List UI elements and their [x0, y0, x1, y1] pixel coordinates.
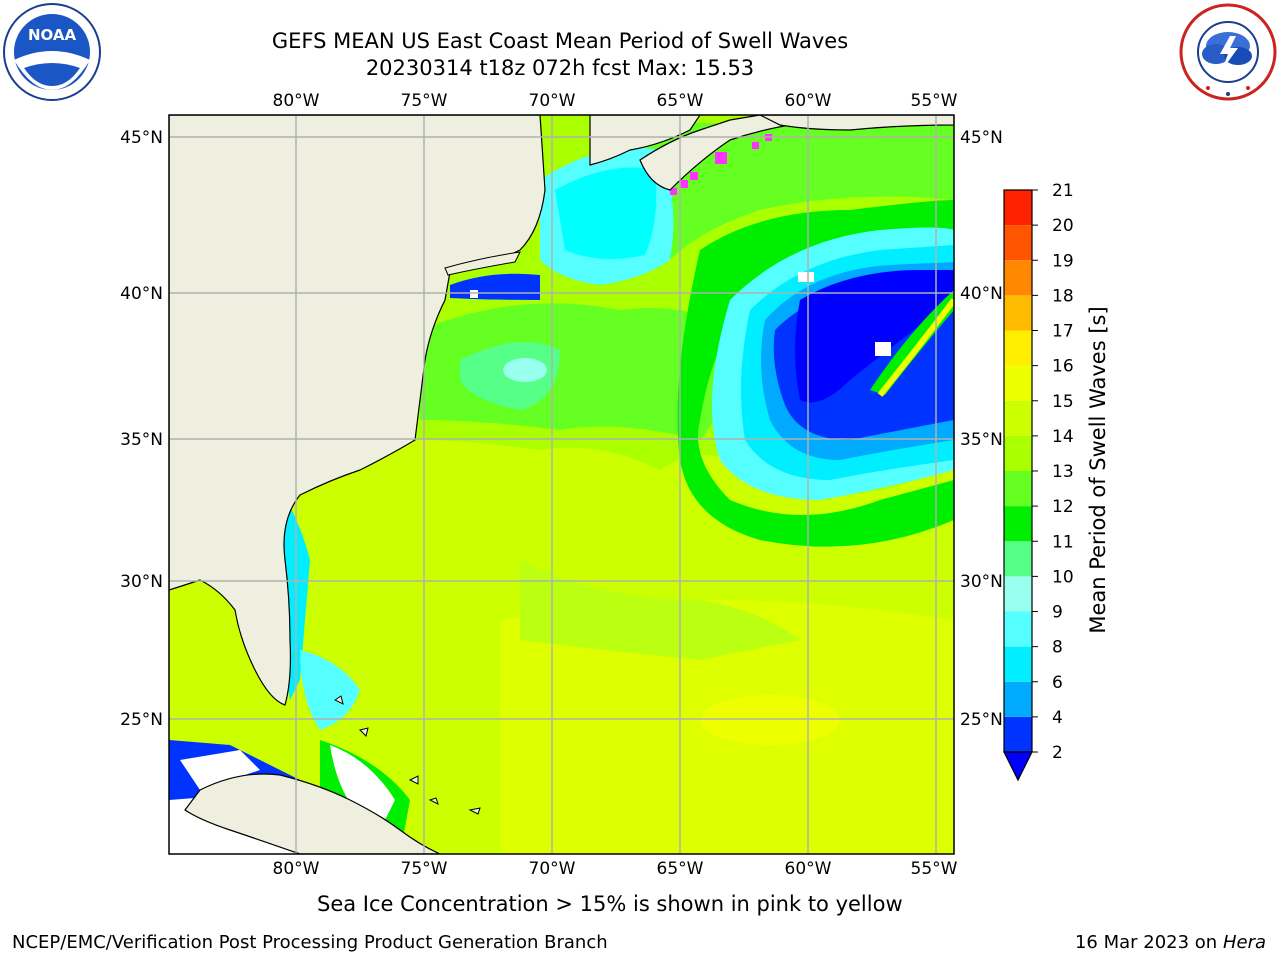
lat-label-left: 45°N	[120, 128, 163, 148]
lon-label-top: 60°W	[785, 91, 832, 111]
lat-label-right: 40°N	[960, 284, 1003, 304]
colorbar-segment	[1004, 190, 1032, 226]
lon-label-top: 65°W	[657, 91, 704, 111]
lat-label-right: 35°N	[960, 430, 1003, 450]
colorbar-tick-label: 2	[1052, 743, 1063, 763]
colorbar-tick-label: 18	[1052, 286, 1074, 306]
footer-machine: Hera	[1222, 932, 1266, 953]
lat-label-right: 25°N	[960, 710, 1003, 730]
colorbar-segment	[1004, 716, 1032, 752]
colorbar-tick-label: 6	[1052, 673, 1063, 693]
map-area	[169, 115, 954, 854]
lon-label-top: 55°W	[911, 91, 958, 111]
map-gridlines	[169, 115, 954, 854]
colorbar-tick-label: 11	[1052, 532, 1074, 552]
colorbar-tick-label: 13	[1052, 462, 1074, 482]
colorbar-tick-label: 4	[1052, 708, 1063, 728]
colorbar-segment	[1004, 681, 1032, 717]
map-subtitle: 20230314 t18z 072h fcst Max: 15.53	[365, 56, 755, 80]
colorbar-tick-label: 14	[1052, 427, 1074, 447]
lon-labels-top: 80°W 75°W 70°W 65°W 60°W 55°W	[273, 91, 958, 111]
lat-labels-right: 45°N 40°N 35°N 30°N 25°N	[960, 128, 1003, 730]
colorbar-tick-label: 15	[1052, 392, 1074, 412]
nws-logo	[1179, 3, 1277, 101]
lon-label-top: 80°W	[273, 91, 320, 111]
lat-label-left: 35°N	[120, 430, 163, 450]
colorbar-segment	[1004, 646, 1032, 682]
footer-credit: NCEP/EMC/Verification Post Processing Pr…	[12, 932, 608, 953]
lon-labels-bottom: 80°W 75°W 70°W 65°W 60°W 55°W	[273, 859, 958, 879]
lat-label-right: 45°N	[960, 128, 1003, 148]
sea-ice-caption: Sea Ice Concentration > 15% is shown in …	[317, 892, 903, 916]
lon-label-top: 75°W	[401, 91, 448, 111]
lat-label-left: 30°N	[120, 572, 163, 592]
colorbar-tick-label: 9	[1052, 603, 1063, 623]
colorbar-segment	[1004, 225, 1032, 261]
colorbar-label: Mean Period of Swell Waves [s]	[1086, 306, 1110, 633]
colorbar-segment	[1004, 541, 1032, 577]
lat-label-left: 40°N	[120, 284, 163, 304]
colorbar-tick-label: 10	[1052, 567, 1074, 587]
lat-label-right: 30°N	[960, 572, 1003, 592]
colorbar-tick-label: 16	[1052, 357, 1074, 377]
colorbar-tick-label: 21	[1052, 181, 1074, 201]
colorbar-segment	[1004, 611, 1032, 647]
lon-label-bottom: 75°W	[401, 859, 448, 879]
lon-label-bottom: 70°W	[529, 859, 576, 879]
colorbar-segment	[1004, 330, 1032, 366]
lon-label-bottom: 80°W	[273, 859, 320, 879]
colorbar-extend-triangle	[1003, 751, 1033, 782]
map-title: GEFS MEAN US East Coast Mean Period of S…	[271, 29, 849, 53]
colorbar-segment	[1004, 260, 1032, 296]
colorbar-segment	[1004, 295, 1032, 331]
colorbar-tick-label: 8	[1052, 638, 1063, 658]
footer-date-text: 16 Mar 2023 on	[1074, 932, 1218, 953]
lon-label-bottom: 60°W	[785, 859, 832, 879]
lat-label-left: 25°N	[120, 710, 163, 730]
colorbar-segment	[1004, 471, 1032, 507]
colorbar-segment	[1004, 506, 1032, 542]
colorbar-tick-label: 19	[1052, 251, 1074, 271]
noaa-logo-text: NOAA	[28, 26, 77, 44]
colorbar-tick-label: 20	[1052, 216, 1074, 236]
colorbar-segment	[1004, 365, 1032, 401]
footer-date: 16 Mar 2023 on Hera	[1075, 931, 1266, 955]
colorbar-segment	[1004, 400, 1032, 436]
lat-labels-left: 45°N 40°N 35°N 30°N 25°N	[120, 128, 163, 730]
lon-label-bottom: 65°W	[657, 859, 704, 879]
lon-label-bottom: 55°W	[911, 859, 958, 879]
colorbar: 2 4 6 8 9 10 11 12 13 14 15 16 17 18 19 20 21	[1003, 181, 1074, 782]
map-frame	[168, 114, 955, 855]
colorbar-tick-label: 12	[1052, 497, 1074, 517]
colorbar-tick-label: 17	[1052, 322, 1074, 342]
colorbar-segment	[1004, 576, 1032, 612]
noaa-logo: NOAA	[3, 3, 101, 101]
lon-label-top: 70°W	[529, 91, 576, 111]
colorbar-segment	[1004, 435, 1032, 471]
